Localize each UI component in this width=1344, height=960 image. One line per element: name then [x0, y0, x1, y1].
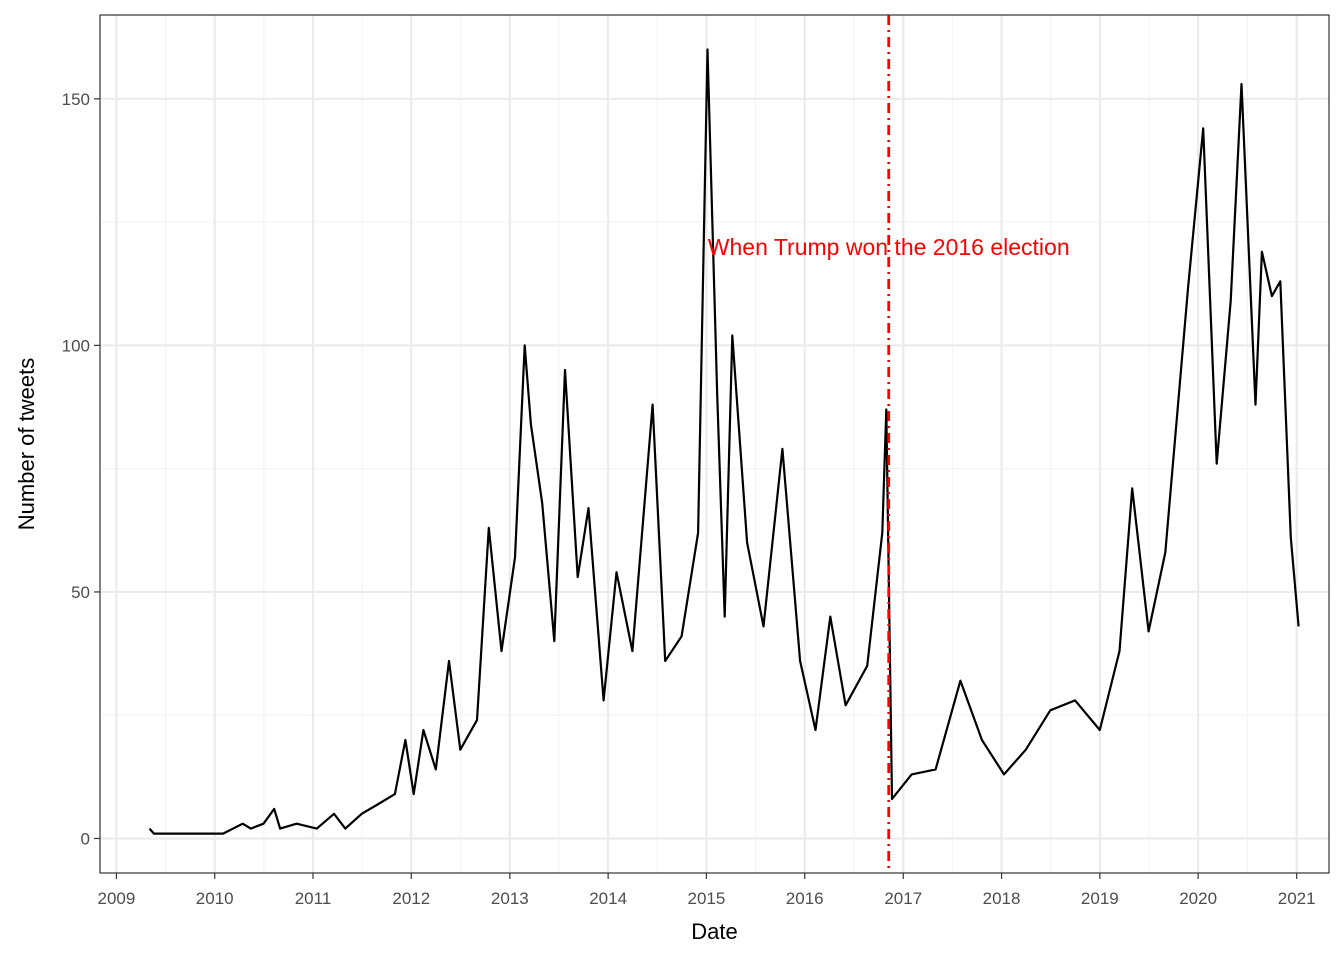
series-layer — [148, 48, 1300, 835]
grid-minor — [100, 15, 1329, 873]
x-tick-label: 2013 — [491, 889, 529, 908]
x-tick-label: 2011 — [295, 889, 332, 908]
x-tick-label: 2014 — [589, 889, 627, 908]
x-tick-label: 2021 — [1278, 889, 1316, 908]
x-tick-label: 2017 — [884, 889, 922, 908]
x-axis: 2009 2010 2011 2012 2013 2014 2015 2016 2017 2018… — [98, 873, 1316, 908]
y-axis-title: Number of tweets — [14, 358, 39, 530]
x-tick-label: 2016 — [786, 889, 824, 908]
x-tick-label: 2019 — [1081, 889, 1119, 908]
y-axis: 0 50 100 150 — [62, 90, 100, 848]
election-annotation: When Trump won the 2016 election — [708, 234, 1070, 260]
x-tick-label: 2010 — [196, 889, 234, 908]
y-tick-label: 0 — [81, 829, 90, 848]
plot-background — [100, 15, 1329, 873]
y-tick-label: 50 — [71, 583, 90, 602]
annotation-layer: When Trump won the 2016 election — [708, 15, 1070, 873]
x-axis-title: Date — [691, 919, 737, 944]
y-tick-label: 150 — [62, 90, 90, 109]
grid-major — [100, 15, 1329, 873]
plot-panel-border — [99, 14, 1330, 874]
x-tick-label: 2009 — [98, 889, 136, 908]
y-tick-label: 100 — [62, 336, 90, 355]
x-tick-label: 2012 — [392, 889, 430, 908]
series-line-0 — [148, 48, 1300, 835]
x-tick-label: 2020 — [1179, 889, 1217, 908]
x-tick-label: 2015 — [688, 889, 726, 908]
x-tick-label: 2018 — [983, 889, 1021, 908]
